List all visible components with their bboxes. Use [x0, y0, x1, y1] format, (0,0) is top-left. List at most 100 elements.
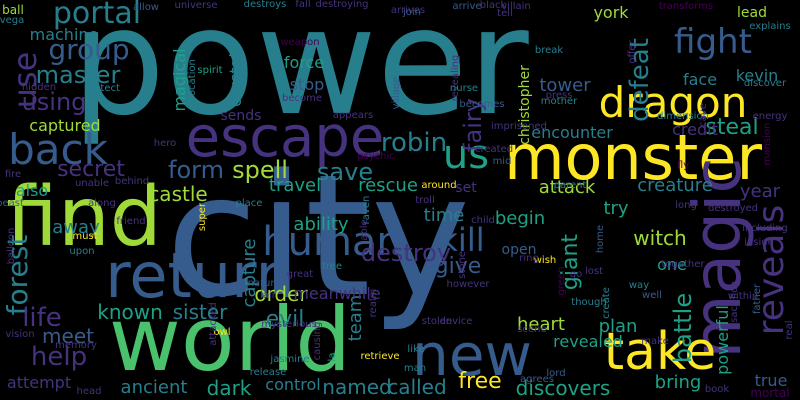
- word-monster: monster: [504, 121, 762, 194]
- word-bring: bring: [654, 372, 702, 393]
- word-cave: cave: [698, 103, 709, 127]
- word-attempt: attempt: [6, 373, 72, 392]
- word-man: man: [403, 363, 427, 374]
- word-troll: troll: [415, 195, 435, 206]
- word-release: release: [249, 367, 287, 378]
- word-villain: villain: [501, 1, 531, 12]
- word-free: free: [458, 369, 502, 394]
- word-year: year: [739, 181, 781, 202]
- word-psychic: psychic: [357, 151, 395, 162]
- word-great: great: [286, 269, 314, 280]
- word-go: go: [569, 269, 583, 280]
- word-away: away: [52, 217, 100, 238]
- word-york: york: [593, 3, 629, 22]
- word-arrive: arrive: [452, 1, 482, 12]
- word-group: group: [48, 33, 130, 66]
- word-memory: memory: [55, 340, 97, 351]
- word-father: father: [752, 283, 763, 315]
- word-time: time: [423, 205, 465, 226]
- word-real: real: [784, 320, 795, 340]
- word-creature: creature: [637, 175, 713, 196]
- word-upon: upon: [69, 246, 95, 257]
- word-universe: universe: [174, 0, 218, 11]
- word-destroying: destroying: [315, 0, 369, 10]
- word-castle: castle: [148, 182, 208, 206]
- word-sister: sister: [172, 300, 228, 324]
- word-within: within: [727, 291, 759, 302]
- word-explains: explains: [749, 21, 791, 32]
- word-dimension: dimension: [657, 111, 709, 122]
- word-mortal: mortal: [750, 386, 790, 400]
- word-world: world: [108, 288, 352, 391]
- word-escape: escape: [185, 105, 385, 170]
- word-la: la: [327, 352, 338, 362]
- word-together: together: [661, 259, 705, 270]
- word-nature: nature: [247, 278, 281, 289]
- word-known: known: [97, 300, 163, 324]
- word-set: set: [455, 180, 477, 196]
- word-lord: lord: [546, 368, 566, 379]
- word-take: take: [603, 322, 717, 382]
- word-fire: fire: [4, 169, 22, 180]
- word-encounter: encounter: [531, 123, 613, 142]
- word-sends: sends: [220, 108, 262, 124]
- word-rescue: rescue: [358, 175, 418, 196]
- word-appears: appears: [332, 110, 374, 121]
- word-kevin: kevin: [735, 66, 779, 85]
- word-credit: credit: [672, 120, 718, 139]
- word-long: long: [675, 200, 697, 211]
- word-city: city: [165, 138, 471, 334]
- word-human: human: [262, 219, 402, 265]
- word-face: face: [682, 70, 718, 89]
- word-life: life: [22, 303, 62, 333]
- word-protect: protect: [84, 83, 120, 94]
- word-captured: captured: [29, 116, 101, 135]
- word-weapon: weapon: [280, 37, 320, 48]
- word-well: well: [642, 290, 662, 301]
- word-mansion: mansion: [762, 122, 773, 166]
- word-including: including: [742, 223, 788, 234]
- word-revealing: revealing: [450, 54, 461, 102]
- word-fall: fall: [295, 0, 311, 10]
- word-ball: ball: [2, 3, 24, 17]
- word-discovers: discovers: [515, 376, 611, 400]
- word-hero: hero: [153, 138, 177, 149]
- word-inside: inside: [744, 237, 774, 248]
- word-lair: lair: [260, 290, 276, 301]
- word-meanwhile: meanwhile: [293, 284, 381, 303]
- word-way: way: [628, 280, 650, 291]
- word-friend: friend: [116, 216, 146, 227]
- word-head: head: [76, 386, 102, 397]
- word-attacked: attacked: [208, 302, 219, 346]
- word-mid: mid: [492, 156, 512, 167]
- word-break: break: [534, 45, 564, 56]
- word-back: back: [8, 125, 108, 174]
- word-destroy: destroy: [360, 239, 452, 267]
- word-new: new: [412, 321, 532, 389]
- word-destroyed: destroyed: [707, 203, 759, 214]
- word-find: find: [6, 170, 162, 265]
- word-wish: wish: [533, 255, 557, 266]
- word-able: able: [359, 219, 370, 241]
- word-steal: steal: [705, 115, 759, 140]
- word-must: must: [72, 231, 98, 242]
- word-revealed: revealed: [553, 332, 623, 351]
- word-master: master: [35, 61, 121, 89]
- word-mother: mother: [540, 96, 578, 107]
- word-owl: owl: [213, 327, 231, 338]
- word-dark: dark: [206, 376, 252, 400]
- word-along: along: [88, 198, 116, 209]
- word-witch: witch: [633, 226, 687, 250]
- word-control: control: [265, 375, 321, 394]
- word-open: open: [501, 242, 537, 258]
- word-unable: unable: [74, 178, 110, 189]
- word-heart: heart: [517, 314, 565, 335]
- word-called: called: [387, 375, 447, 399]
- word-however: however: [446, 279, 490, 290]
- word-child: child: [471, 215, 495, 226]
- word-plan: plan: [598, 316, 638, 337]
- word-stop: stop: [289, 75, 325, 94]
- word-realm: realm: [368, 288, 379, 318]
- word-device: device: [439, 316, 473, 327]
